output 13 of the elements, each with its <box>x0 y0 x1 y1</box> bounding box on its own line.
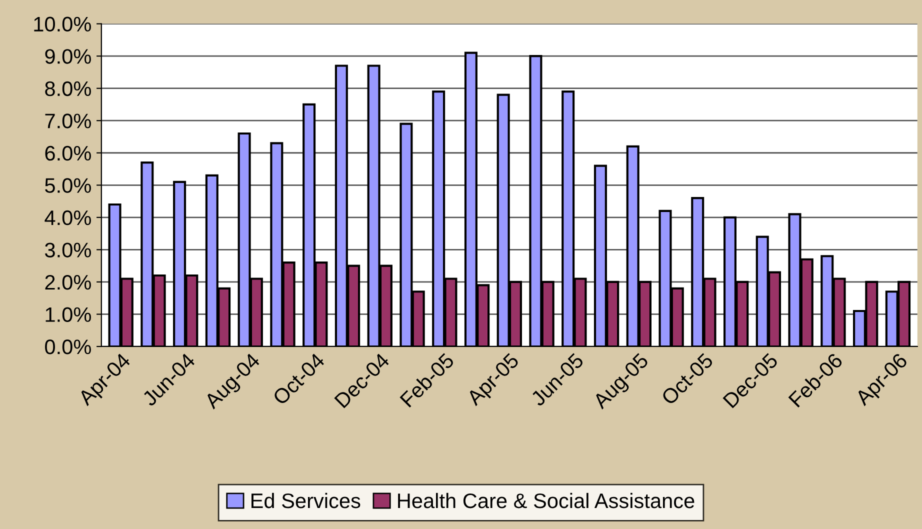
y-tick-label: 6.0% <box>45 146 91 161</box>
y-tick-label: 5.0% <box>45 178 91 193</box>
legend-label: Ed Services <box>252 492 360 508</box>
y-tick-label: 9.0% <box>45 49 91 64</box>
y-tick-label: 0.0% <box>45 339 91 354</box>
legend-label: Health Care & Social Assistance <box>398 492 694 508</box>
y-tick-label: 1.0% <box>46 307 91 322</box>
y-tick-label: 2.0% <box>45 274 91 290</box>
y-tick-label: 10.0% <box>34 16 91 32</box>
y-tick-label: 7.0% <box>45 114 91 128</box>
y-tick-label: 4.0% <box>44 210 91 226</box>
y-tick-label: 8.0% <box>45 81 91 96</box>
y-tick-label: 3.0% <box>45 242 91 258</box>
